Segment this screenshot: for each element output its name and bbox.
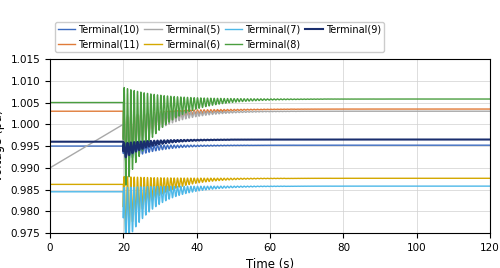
Terminal(10): [154, 144, 160, 147]
Terminal(9): [186, 139, 192, 143]
Terminal(5): [418, 110, 424, 113]
Terminal(7): [186, 191, 192, 194]
Terminal(11): [154, 112, 160, 115]
Terminal(10): [47, 144, 53, 148]
Terminal(11): [487, 107, 493, 111]
Terminal(11): [186, 114, 192, 117]
Terminal(9): [423, 138, 429, 141]
Terminal(7): [487, 185, 493, 188]
Terminal(6): [186, 183, 192, 186]
Terminal(11): [136, 134, 142, 137]
Terminal(5): [349, 110, 355, 113]
Terminal(5): [484, 110, 490, 113]
Terminal(8): [136, 149, 142, 152]
Terminal(6): [154, 177, 160, 181]
Terminal(11): [418, 107, 424, 111]
Terminal(11): [350, 107, 356, 111]
Terminal(8): [350, 98, 356, 101]
Terminal(7): [47, 190, 53, 193]
Terminal(9): [418, 138, 424, 141]
Terminal(10): [136, 152, 142, 156]
Terminal(6): [47, 183, 53, 186]
Terminal(8): [418, 98, 424, 101]
Terminal(8): [154, 96, 160, 99]
Terminal(11): [47, 110, 53, 113]
Line: Terminal(10): Terminal(10): [50, 145, 490, 161]
Terminal(10): [418, 144, 424, 147]
Terminal(10): [121, 143, 127, 146]
Line: Terminal(7): Terminal(7): [50, 186, 490, 243]
Terminal(11): [423, 107, 429, 111]
Line: Terminal(8): Terminal(8): [50, 88, 490, 185]
Terminal(7): [350, 185, 356, 188]
Terminal(6): [350, 177, 356, 180]
Y-axis label: Voltage (pu): Voltage (pu): [0, 110, 5, 182]
Terminal(7): [423, 185, 429, 188]
Terminal(6): [136, 208, 142, 211]
Terminal(9): [484, 138, 490, 141]
Terminal(7): [484, 185, 490, 188]
Terminal(8): [47, 101, 53, 104]
Terminal(6): [487, 177, 493, 180]
Terminal(9): [136, 148, 142, 151]
Terminal(9): [47, 140, 53, 143]
Line: Terminal(9): Terminal(9): [50, 140, 490, 157]
Line: Terminal(6): Terminal(6): [50, 177, 490, 233]
Line: Terminal(11): Terminal(11): [50, 109, 490, 154]
Terminal(8): [123, 183, 129, 187]
Terminal(7): [123, 242, 129, 245]
Terminal(10): [350, 144, 356, 147]
Terminal(5): [423, 110, 429, 113]
Terminal(8): [487, 98, 493, 101]
Terminal(5): [186, 117, 192, 120]
Terminal(11): [484, 107, 490, 111]
Terminal(8): [121, 86, 127, 89]
Terminal(5): [487, 110, 493, 113]
Terminal(9): [350, 138, 356, 141]
Terminal(7): [136, 217, 142, 220]
Terminal(10): [186, 145, 192, 148]
Line: Terminal(5): Terminal(5): [50, 111, 490, 168]
Terminal(6): [418, 177, 424, 180]
Terminal(8): [424, 98, 430, 101]
Terminal(9): [123, 156, 129, 159]
Terminal(6): [121, 175, 127, 178]
Terminal(5): [136, 139, 141, 142]
Terminal(6): [424, 177, 430, 180]
Terminal(6): [123, 231, 129, 234]
Terminal(10): [123, 159, 129, 162]
Terminal(5): [154, 113, 160, 117]
Terminal(5): [47, 166, 53, 169]
Terminal(9): [154, 139, 160, 143]
Terminal(7): [154, 187, 160, 190]
Terminal(10): [487, 144, 493, 147]
Terminal(10): [424, 144, 430, 147]
Terminal(7): [418, 185, 424, 188]
Terminal(8): [186, 110, 192, 113]
Terminal(11): [123, 152, 129, 155]
Terminal(9): [487, 138, 493, 141]
Legend: Terminal(10), Terminal(11), Terminal(5), Terminal(6), Terminal(7), Terminal(8), : Terminal(10), Terminal(11), Terminal(5),…: [55, 22, 384, 52]
X-axis label: Time (s): Time (s): [246, 258, 294, 268]
